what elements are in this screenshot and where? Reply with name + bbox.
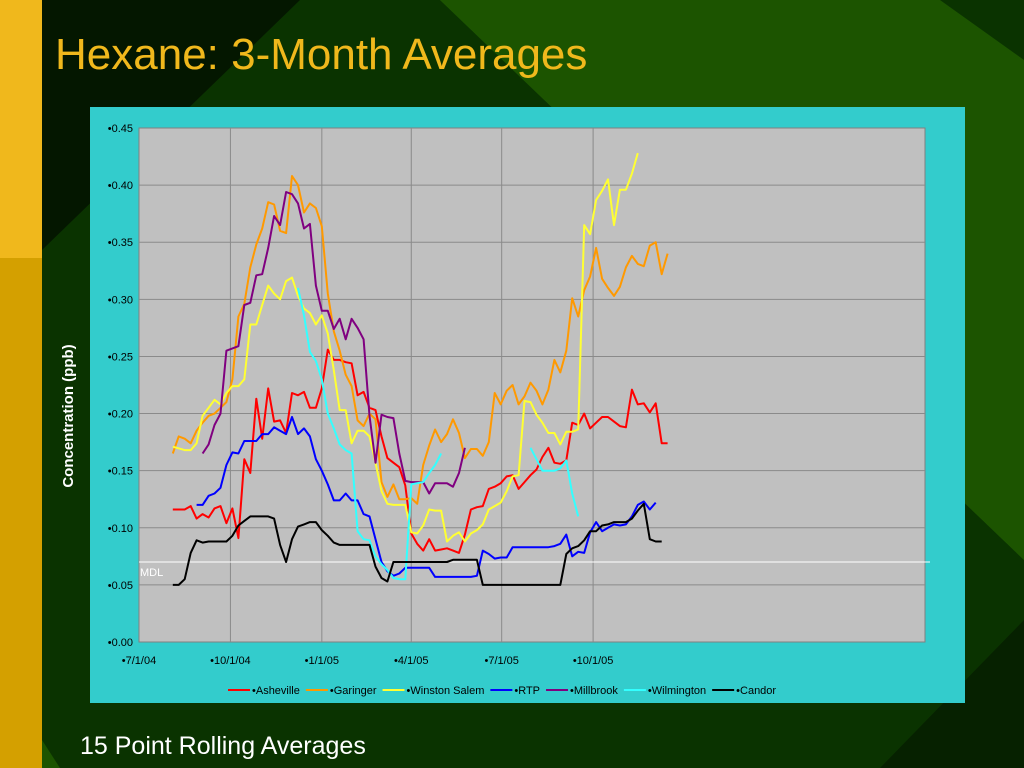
chart-series	[171, 152, 669, 586]
y-tick-label: •0.30	[108, 294, 133, 306]
legend-label: •Asheville	[252, 685, 300, 697]
y-axis-label: Concentration (ppb)	[60, 344, 77, 487]
left-accent-bar-top	[0, 0, 42, 258]
legend-label: •Millbrook	[570, 685, 618, 697]
y-tick-label: •0.20	[108, 409, 133, 421]
left-accent-bar-bottom	[0, 258, 42, 768]
series-line-0	[172, 348, 668, 554]
slide-subtitle: 15 Point Rolling Averages	[80, 732, 366, 760]
series-line-3	[196, 416, 657, 578]
y-tick-label: •0.15	[108, 466, 133, 478]
x-tick-label: •4/1/05	[394, 655, 428, 667]
legend-label: •RTP	[514, 685, 540, 697]
y-tick-label: •0.00	[108, 637, 133, 649]
background-corner-dark	[940, 0, 1024, 60]
y-tick-label: •0.25	[108, 351, 133, 363]
x-tick-label: •10/1/05	[573, 655, 614, 667]
x-tick-label: •10/1/04	[210, 655, 251, 667]
series-line-1	[171, 175, 669, 505]
background-bottom-shade	[600, 620, 1024, 768]
y-tick-label: •0.10	[108, 523, 133, 535]
y-tick-label: •0.40	[108, 180, 133, 192]
legend-label: •Garinger	[330, 685, 377, 697]
x-tick-label: •1/1/05	[305, 655, 339, 667]
legend-label: •Winston Salem	[407, 685, 485, 697]
legend-label: •Candor	[736, 685, 776, 697]
y-axis-ticks: •0.00 •0.05 •0.10 •0.15 •0.20 •0.25 •0.30 •0.35…	[108, 123, 133, 649]
y-tick-label: •0.35	[108, 237, 133, 249]
slide-title: Hexane: 3-Month Averages	[55, 30, 588, 79]
x-tick-label: •7/1/04	[122, 655, 156, 667]
legend-label: •Wilmington	[648, 685, 706, 697]
series-line-5	[297, 287, 580, 581]
y-tick-label: •0.05	[108, 580, 133, 592]
x-tick-label: •7/1/05	[484, 655, 518, 667]
x-axis-ticks: •7/1/04 •10/1/04 •1/1/05 •4/1/05 •7/1/05 •10/…	[122, 655, 614, 667]
chart-legend: •Asheville •Garinger •Winston Salem •RTP •Mi…	[228, 685, 776, 697]
mdl-label: MDL	[140, 567, 163, 579]
y-tick-label: •0.45	[108, 123, 133, 135]
series-line-6	[172, 502, 662, 586]
